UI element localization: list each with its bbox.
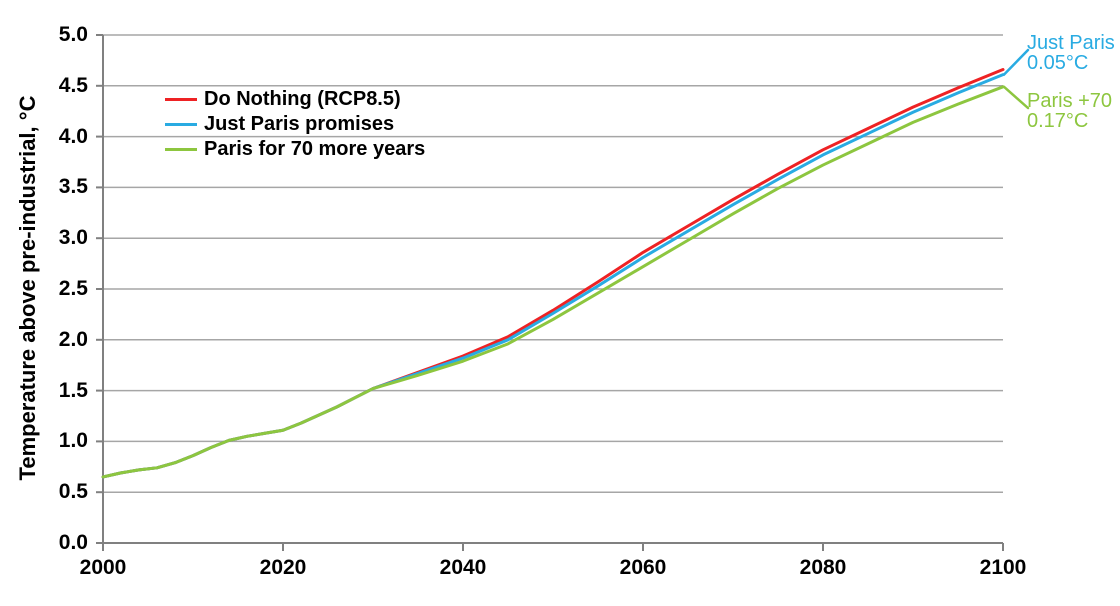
annotation-line: Paris +70 [1027,90,1113,112]
annotation-line: Just Paris [1027,32,1115,54]
y-tick-label: 1.5 [58,378,88,402]
legend-item: Do Nothing (RCP8.5) [165,87,425,112]
y-tick-label: 0.0 [58,531,88,554]
legend-swatch-line [165,98,197,101]
y-tick-label: 5.0 [58,23,88,46]
legend-swatch-line [165,148,197,151]
x-tick-label: 2000 [79,556,127,579]
y-tick-label: 4.0 [58,124,88,148]
legend-item-label: Just Paris promises [204,113,395,135]
y-tick-label: 2.0 [58,327,88,351]
leader-line-just-paris [1002,48,1030,76]
series-line-paris-for-70-more-years [101,85,1005,479]
y-tick-label: 3.0 [58,226,88,250]
x-tick-label: 2080 [799,556,847,579]
leader-line-paris-70 [1002,85,1030,110]
x-tick-label: 2100 [979,556,1027,579]
legend-swatch-line [165,123,197,126]
y-tick-label: 3.5 [58,175,88,199]
y-tick-label: 4.5 [58,73,88,97]
annotation-just-paris: Just Paris 0.05°C [1027,33,1115,73]
y-tick-label: 2.5 [58,277,88,300]
annotation-line: 0.05°C [1027,52,1089,74]
x-tick-label: 2060 [619,556,667,579]
legend-item-label: Paris for 70 more years [204,138,426,160]
x-tick-label: 2020 [259,556,307,579]
x-tick-label: 2040 [439,556,487,579]
legend-item-label: Do Nothing (RCP8.5) [204,88,401,110]
legend-item: Paris for 70 more years [165,137,425,162]
legend: Do Nothing (RCP8.5) Just Paris promises Pa… [165,87,425,162]
annotation-line: 0.17°C [1027,110,1089,132]
y-tick-label: 1.0 [58,429,88,453]
annotation-paris-70: Paris +70 0.17°C [1027,91,1112,131]
legend-item: Just Paris promises [165,112,425,137]
y-tick-label: 0.5 [58,480,88,504]
